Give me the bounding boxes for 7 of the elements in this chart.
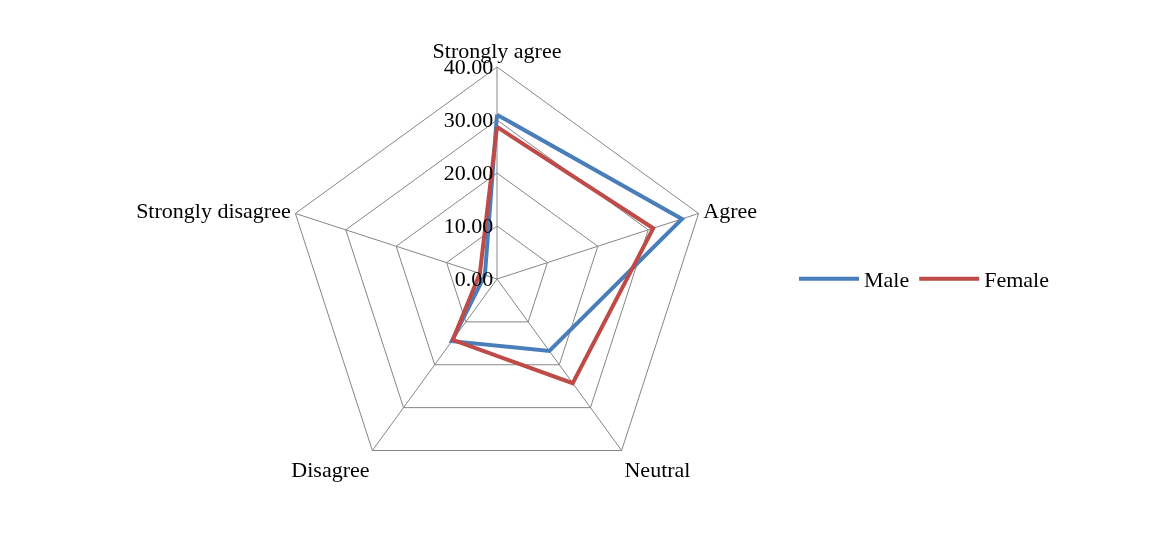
- legend-label: Male: [864, 267, 910, 293]
- legend-label: Female: [984, 267, 1049, 293]
- spoke-label: Strongly disagree: [136, 197, 291, 223]
- spoke-label: Neutral: [624, 456, 691, 482]
- spoke-label: Disagree: [291, 456, 370, 482]
- y-tick-label: 30.00: [443, 107, 494, 133]
- spoke-label: Agree: [703, 197, 758, 223]
